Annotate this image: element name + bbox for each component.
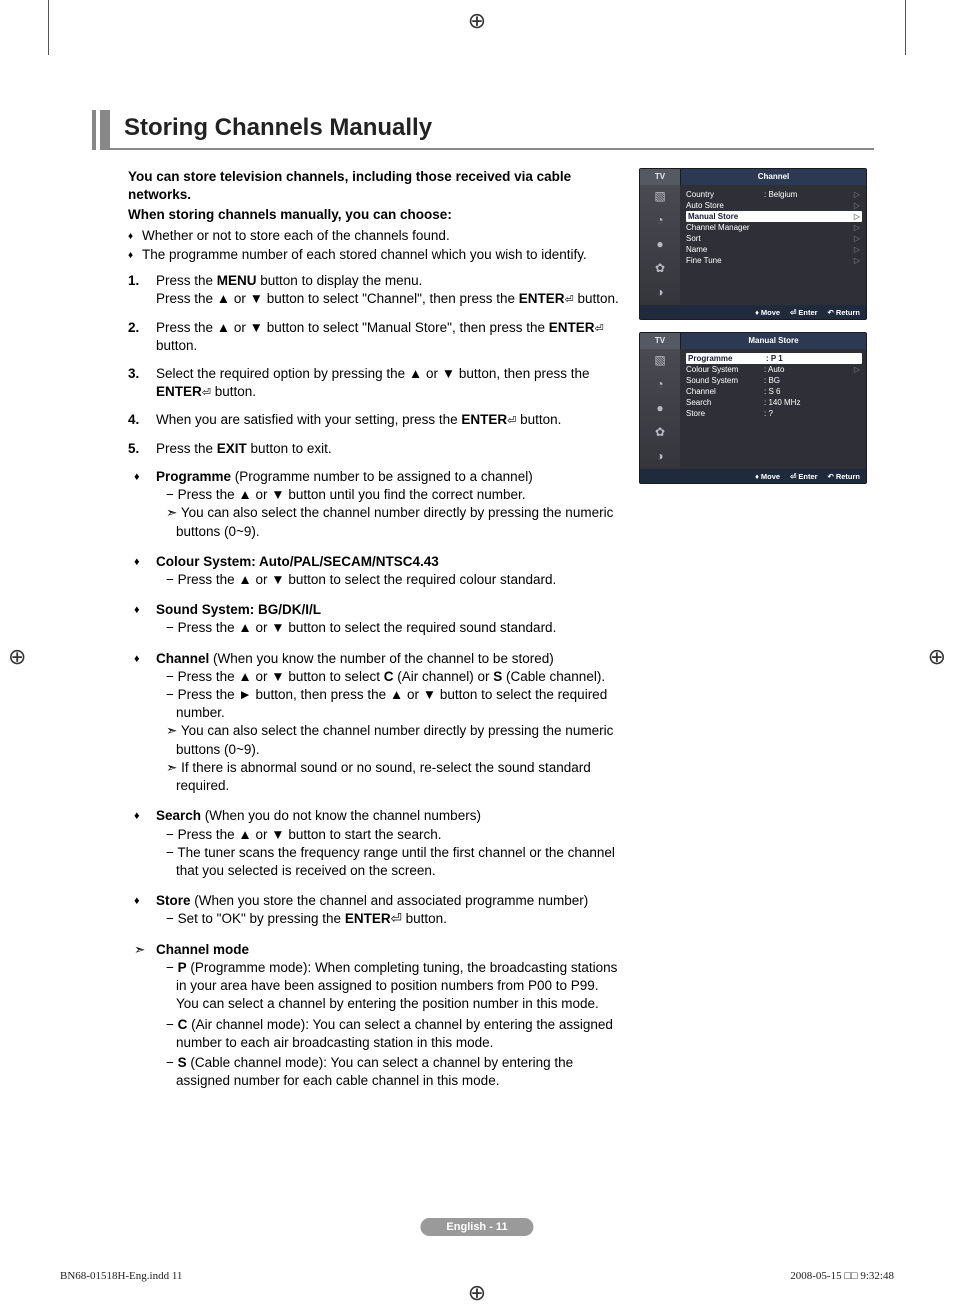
body-text: You can store television channels, inclu… bbox=[100, 168, 623, 1092]
numbered-steps: Press the MENU button to display the men… bbox=[128, 272, 623, 458]
osd-category-icon: ◔ bbox=[651, 213, 669, 227]
option-item: Search (When you do not know the channel… bbox=[128, 807, 623, 880]
intro-bullet: The programme number of each stored chan… bbox=[128, 246, 623, 264]
channel-mode-item: − C (Air channel mode): You can select a… bbox=[166, 1016, 623, 1052]
osd-row[interactable]: Manual Store▷ bbox=[686, 211, 862, 222]
channel-mode-items: − P (Programme mode): When completing tu… bbox=[156, 959, 623, 1091]
chevron-right-icon: ▷ bbox=[854, 256, 860, 265]
osd-manual-store-menu: TVManual Store ▧ ◔ ● ✿ ◑ Programme: P 1Colour … bbox=[639, 332, 867, 484]
step: Press the ▲ or ▼ button to select "Manua… bbox=[128, 319, 623, 355]
osd-row[interactable]: Search: 140 MHz bbox=[686, 397, 862, 408]
osd-row[interactable]: Store: ? bbox=[686, 408, 862, 419]
osd-row[interactable]: Sound System: BG bbox=[686, 375, 862, 386]
chevron-right-icon: ▷ bbox=[854, 365, 860, 374]
option-item: Colour System: Auto/PAL/SECAM/NTSC4.43− … bbox=[128, 553, 623, 589]
chevron-right-icon: ▷ bbox=[854, 212, 860, 221]
crop-mark bbox=[48, 0, 49, 55]
osd-category-icon: ● bbox=[651, 237, 669, 251]
option-item: Programme (Programme number to be assign… bbox=[128, 468, 623, 541]
osd-row[interactable]: Programme: P 1 bbox=[686, 353, 862, 364]
osd-row[interactable]: Name▷ bbox=[686, 244, 862, 255]
osd-tab-tv: TV bbox=[640, 333, 680, 349]
option-item: Store (When you store the channel and as… bbox=[128, 892, 623, 928]
osd-menu-list: Programme: P 1Colour System: Auto▷Sound … bbox=[680, 349, 866, 469]
intro-bullet: Whether or not to store each of the chan… bbox=[128, 227, 623, 245]
osd-row[interactable]: Channel Manager▷ bbox=[686, 222, 862, 233]
osd-category-icon: ◑ bbox=[651, 285, 669, 299]
osd-row[interactable]: Channel: S 6 bbox=[686, 386, 862, 397]
crop-mark bbox=[905, 0, 906, 55]
print-footer-left: BN68-01518H-Eng.indd 11 bbox=[60, 1270, 182, 1282]
page-number-pill: English - 11 bbox=[420, 1218, 533, 1236]
chevron-right-icon: ▷ bbox=[854, 190, 860, 199]
osd-row[interactable]: Fine Tune▷ bbox=[686, 255, 862, 266]
registration-mark-right: ⊕ bbox=[928, 644, 946, 670]
page-content: Storing Channels Manually You can store … bbox=[100, 110, 874, 1092]
step: Press the EXIT button to exit. bbox=[128, 440, 623, 458]
osd-category-icon: ◑ bbox=[651, 449, 669, 463]
osd-title: Manual Store bbox=[680, 333, 866, 349]
channel-mode-item: − S (Cable channel mode): You can select… bbox=[166, 1054, 623, 1090]
option-item: Channel (When you know the number of the… bbox=[128, 650, 623, 796]
osd-category-icon: ▧ bbox=[651, 189, 669, 203]
print-footer-right: 2008-05-15 □□ 9:32:48 bbox=[790, 1270, 894, 1282]
channel-mode-item: − P (Programme mode): When completing tu… bbox=[166, 959, 623, 1014]
osd-category-icon: ◔ bbox=[651, 377, 669, 391]
section-title: Storing Channels Manually bbox=[124, 114, 874, 142]
step: Press the MENU button to display the men… bbox=[128, 272, 623, 308]
channel-mode-block: Channel mode − P (Programme mode): When … bbox=[128, 941, 623, 1091]
channel-mode-title: Channel mode bbox=[156, 942, 249, 957]
osd-icon-rail: ▧ ◔ ● ✿ ◑ bbox=[640, 185, 680, 305]
step: Select the required option by pressing t… bbox=[128, 365, 623, 401]
osd-footer: ♦Move⏎Enter↶Return bbox=[640, 469, 866, 483]
section-title-bar: Storing Channels Manually bbox=[100, 110, 874, 150]
osd-category-icon: ▧ bbox=[651, 353, 669, 367]
osd-icon-rail: ▧ ◔ ● ✿ ◑ bbox=[640, 349, 680, 469]
intro-line-2: When storing channels manually, you can … bbox=[128, 206, 623, 224]
osd-row[interactable]: Sort▷ bbox=[686, 233, 862, 244]
chevron-right-icon: ▷ bbox=[854, 245, 860, 254]
registration-mark-left: ⊕ bbox=[8, 644, 26, 670]
option-list: Programme (Programme number to be assign… bbox=[128, 468, 623, 929]
step: When you are satisfied with your setting… bbox=[128, 411, 623, 429]
osd-column: TVChannel▧◔●✿◑Country: Belgium▷Auto Stor… bbox=[639, 168, 874, 1092]
osd-category-icon: ● bbox=[651, 401, 669, 415]
osd-row[interactable]: Auto Store▷ bbox=[686, 200, 862, 211]
intro-line-1: You can store television channels, inclu… bbox=[128, 168, 623, 204]
osd-footer: ♦Move⏎Enter↶Return bbox=[640, 305, 866, 319]
chevron-right-icon: ▷ bbox=[854, 223, 860, 232]
registration-mark-bottom: ⊕ bbox=[468, 1280, 486, 1306]
osd-category-icon: ✿ bbox=[651, 261, 669, 275]
osd-tab-tv: TV bbox=[640, 169, 680, 185]
chevron-right-icon: ▷ bbox=[854, 201, 860, 210]
osd-menu-list: Country: Belgium▷Auto Store▷Manual Store… bbox=[680, 185, 866, 305]
osd-channel-menu: TVChannel ▧ ◔ ● ✿ ◑ Country: Belgium▷Auto Stor… bbox=[639, 168, 867, 320]
option-item: Sound System: BG/DK/I/L− Press the ▲ or … bbox=[128, 601, 623, 637]
chevron-right-icon: ▷ bbox=[854, 234, 860, 243]
osd-title: Channel bbox=[680, 169, 866, 185]
print-footer: BN68-01518H-Eng.indd 11 2008-05-15 □□ 9:… bbox=[60, 1270, 894, 1282]
osd-category-icon: ✿ bbox=[651, 425, 669, 439]
intro-bullets: Whether or not to store each of the chan… bbox=[128, 227, 623, 264]
osd-row[interactable]: Colour System: Auto▷ bbox=[686, 364, 862, 375]
registration-mark-top: ⊕ bbox=[468, 8, 486, 34]
osd-row[interactable]: Country: Belgium▷ bbox=[686, 189, 862, 200]
